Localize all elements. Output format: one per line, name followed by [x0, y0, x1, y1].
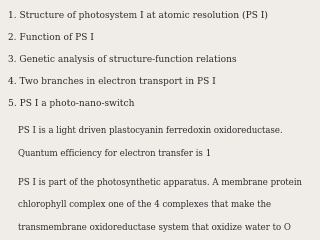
Text: chlorophyll complex one of the 4 complexes that make the: chlorophyll complex one of the 4 complex…	[18, 200, 271, 209]
Text: 3. Genetic analysis of structure-function relations: 3. Genetic analysis of structure-functio…	[8, 55, 236, 64]
Text: 2. Function of PS I: 2. Function of PS I	[8, 33, 94, 42]
Text: Quantum efficiency for electron transfer is 1: Quantum efficiency for electron transfer…	[18, 149, 211, 158]
Text: 4. Two branches in electron transport in PS I: 4. Two branches in electron transport in…	[8, 77, 216, 86]
Text: 1. Structure of photosystem I at atomic resolution (PS I): 1. Structure of photosystem I at atomic …	[8, 11, 268, 20]
Text: PS I is a light driven plastocyanin ferredoxin oxidoreductase.: PS I is a light driven plastocyanin ferr…	[18, 126, 282, 135]
Text: PS I is part of the photosynthetic apparatus. A membrane protein: PS I is part of the photosynthetic appar…	[18, 178, 301, 187]
Text: transmembrane oxidoreductase system that oxidize water to O: transmembrane oxidoreductase system that…	[18, 223, 291, 232]
Text: 5. PS I a photo-nano-switch: 5. PS I a photo-nano-switch	[8, 99, 134, 108]
